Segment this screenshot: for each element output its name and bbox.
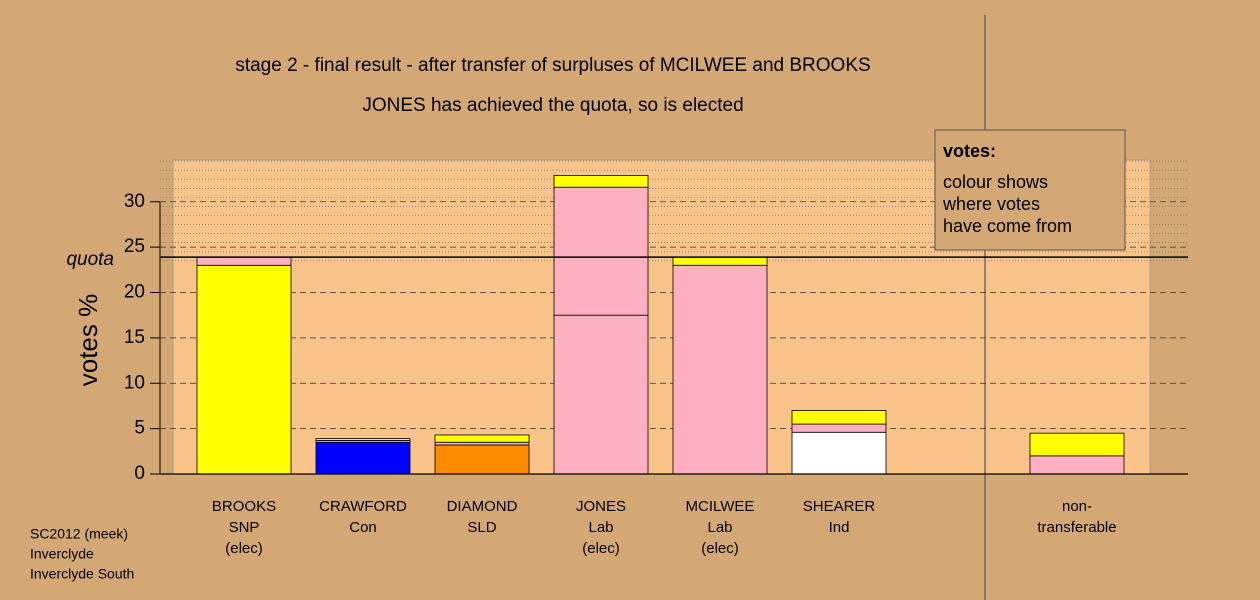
x-tick-label: Lab [588, 519, 613, 536]
y-tick-label: 20 [124, 282, 145, 303]
y-tick-label: 0 [134, 463, 145, 484]
bar-segment [672, 264, 768, 475]
chart-subtitle: JONES has achieved the quota, so is elec… [362, 95, 743, 116]
x-tick-label: SHEARER [803, 498, 876, 515]
y-tick-label: 15 [124, 327, 145, 348]
bar-segment [1029, 455, 1125, 475]
bar-segment [553, 175, 649, 188]
note-line: colour shows [943, 172, 1048, 192]
x-tick-label: Ind [829, 519, 850, 536]
footer-line: SC2012 (meek) [30, 526, 128, 542]
bar-segment [1029, 432, 1125, 457]
bar-segment [791, 431, 887, 475]
chart-title: stage 2 - final result - after transfer … [235, 55, 870, 76]
x-tick-label: non- [1062, 498, 1092, 515]
x-tick-label: SLD [467, 519, 496, 536]
x-tick-label: (elec) [582, 540, 620, 557]
x-tick-label: BROOKS [212, 498, 276, 515]
note-heading: votes: [943, 141, 996, 161]
quota-label: quota [66, 249, 114, 270]
footer-line: Inverclyde South [30, 566, 134, 582]
y-tick-label: 30 [124, 191, 145, 212]
x-tick-label: SNP [229, 519, 260, 536]
y-tick-label: 25 [124, 236, 145, 257]
x-tick-label: MCILWEE [686, 498, 755, 515]
note-box [934, 129, 1126, 251]
note-line: where votes [942, 194, 1040, 214]
x-tick-label: transferable [1037, 519, 1116, 536]
note-line: have come from [943, 216, 1072, 236]
bar-segment [196, 256, 292, 266]
x-tick-label: CRAWFORD [319, 498, 407, 515]
x-tick-label: DIAMOND [447, 498, 518, 515]
x-tick-label: Con [349, 519, 377, 536]
bar-segment [672, 256, 768, 266]
bar-segment [434, 441, 530, 446]
y-axis-label: votes % [73, 294, 103, 387]
bar-segment [434, 444, 530, 475]
bar-segment [315, 441, 411, 475]
bar-segment [196, 264, 292, 475]
bar-segment [434, 434, 530, 443]
y-tick-label: 5 [134, 418, 145, 439]
x-tick-label: (elec) [701, 540, 739, 557]
bar-segment [791, 410, 887, 425]
bar-segment [791, 423, 887, 433]
x-tick-label: (elec) [225, 540, 263, 557]
bar-segment [553, 314, 649, 475]
bar-segment [553, 186, 649, 316]
footer-line: Inverclyde [30, 546, 94, 562]
y-tick-label: 10 [124, 372, 145, 393]
x-tick-label: JONES [576, 498, 626, 515]
x-tick-label: Lab [707, 519, 732, 536]
bar-segment [315, 438, 411, 441]
